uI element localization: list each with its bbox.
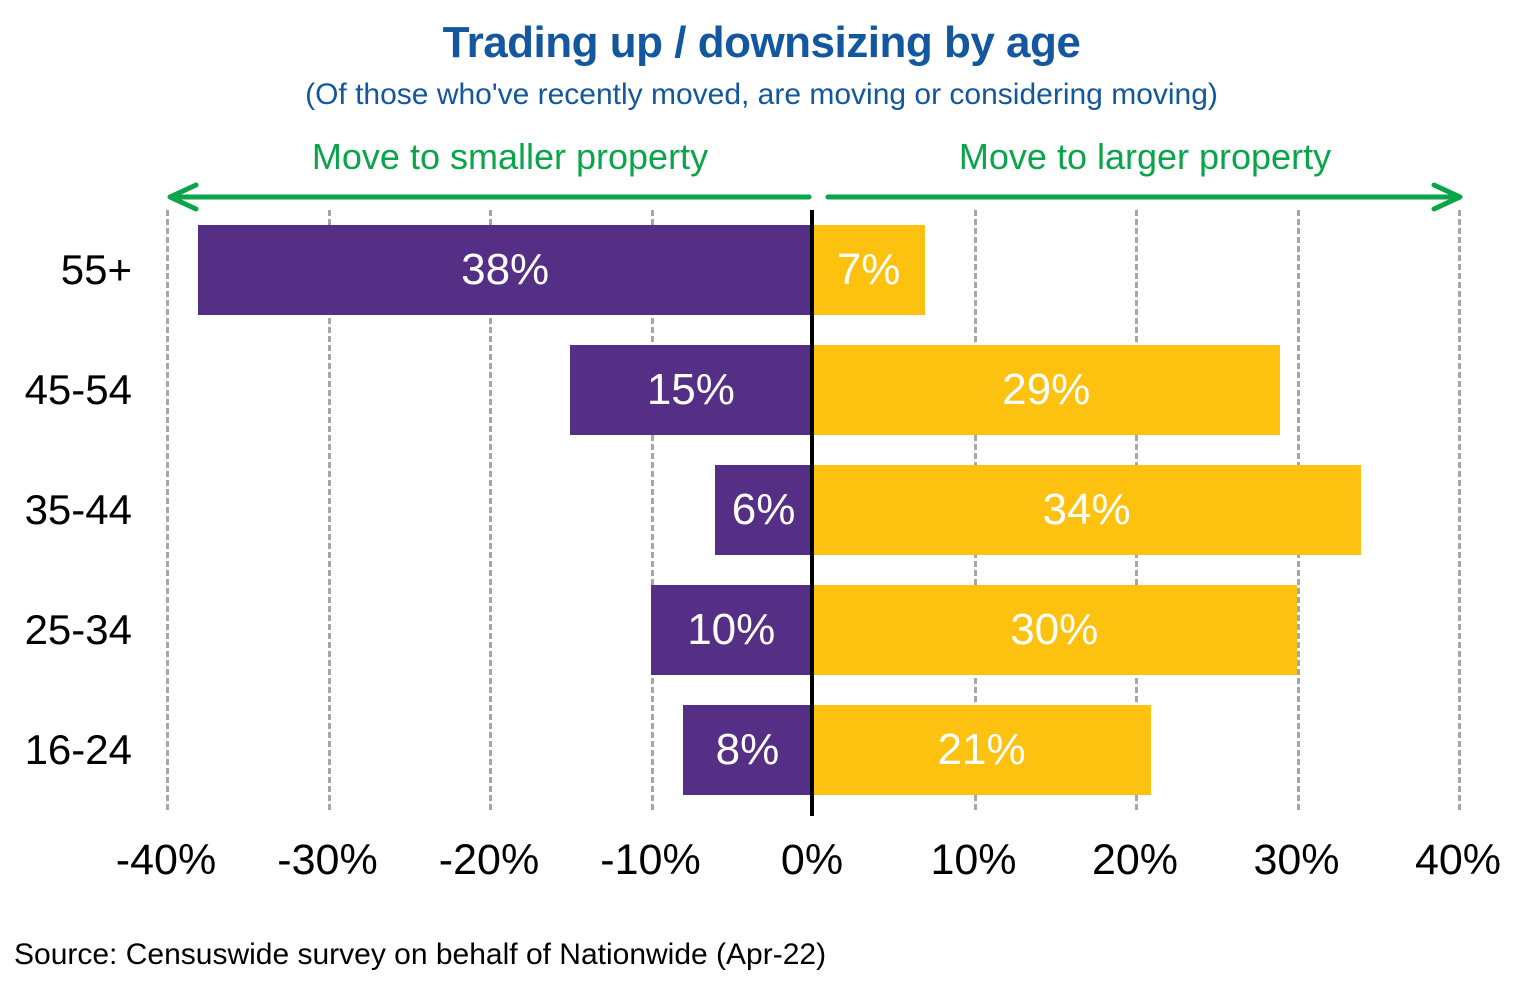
category-label-25-34: 25-34 <box>24 606 132 653</box>
x-tick-label: 10% <box>930 836 1017 884</box>
gridline <box>650 210 654 810</box>
category-label-55+: 55+ <box>60 246 132 293</box>
x-tick-label: 40% <box>1414 836 1502 884</box>
direction-label-smaller: Move to smaller property <box>311 136 709 177</box>
x-axis: -40% -30% -20% -10% 0% 10% 20% 30% 40% <box>116 836 1501 896</box>
bar-value-label: 10% <box>687 605 776 654</box>
bar-larger-16-24: 21% <box>812 705 1152 795</box>
x-tick-label: -10% <box>600 836 701 884</box>
bar-value-label: 8% <box>715 725 780 774</box>
category-label-16-24: 16-24 <box>24 726 132 773</box>
left-arrow-icon <box>167 182 812 212</box>
bar-smaller-16-24: 8% <box>682 705 812 795</box>
bar-larger-35-44: 34% <box>812 465 1362 555</box>
bar-smaller-35-44: 6% <box>715 465 812 555</box>
category-axis: 55+ 45-54 35-44 25-34 16-24 <box>0 210 136 810</box>
source-note: Source: Censuswide survey on behalf of N… <box>14 938 827 971</box>
gridline <box>489 210 492 810</box>
gridline <box>327 210 331 810</box>
gridline <box>1458 210 1461 810</box>
x-tick-label: -30% <box>277 836 378 884</box>
bar-smaller-45-54: 15% <box>569 345 812 435</box>
bar-row: 15% 29% <box>166 330 1458 450</box>
x-tick-label: -40% <box>115 836 217 884</box>
category-label-35-44: 35-44 <box>24 486 132 533</box>
bar-value-label: 21% <box>937 725 1026 774</box>
bar-value-label: 34% <box>1042 485 1131 534</box>
chart-subtitle: (Of those who've recently moved, are mov… <box>305 78 1218 111</box>
bar-smaller-55+: 38% <box>198 225 812 315</box>
gridline <box>166 210 169 810</box>
bar-row: 38% 7% <box>166 210 1458 330</box>
bar-value-label: 29% <box>1002 365 1091 414</box>
x-tick-label: -20% <box>438 836 540 884</box>
bar-value-label: 38% <box>461 245 550 294</box>
direction-arrows <box>167 182 1463 212</box>
plot-area: 38% 7% 15% 29% 6% 34% 10% 30% 8% 21% <box>166 210 1461 816</box>
x-tick-label: 20% <box>1091 836 1179 884</box>
bar-value-label: 15% <box>646 365 735 414</box>
bar-value-label: 30% <box>1010 605 1099 654</box>
bar-row: 10% 30% <box>166 570 1458 690</box>
bar-value-label: 6% <box>731 485 796 534</box>
right-arrow-icon <box>825 182 1463 212</box>
bar-row: 8% 21% <box>166 690 1458 810</box>
x-tick-label: 0% <box>780 836 844 884</box>
bar-smaller-25-34: 10% <box>650 585 812 675</box>
bar-row: 6% 34% <box>166 450 1458 570</box>
zero-axis-line <box>810 210 814 816</box>
bar-larger-45-54: 29% <box>812 345 1281 435</box>
direction-label-larger: Move to larger property <box>958 136 1332 177</box>
page-title: Trading up / downsizing by age <box>442 18 1081 67</box>
bar-larger-25-34: 30% <box>812 585 1297 675</box>
category-label-45-54: 45-54 <box>24 366 132 413</box>
bar-larger-55+: 7% <box>812 225 926 315</box>
bar-value-label: 7% <box>836 245 901 294</box>
x-tick-label: 30% <box>1253 836 1340 884</box>
